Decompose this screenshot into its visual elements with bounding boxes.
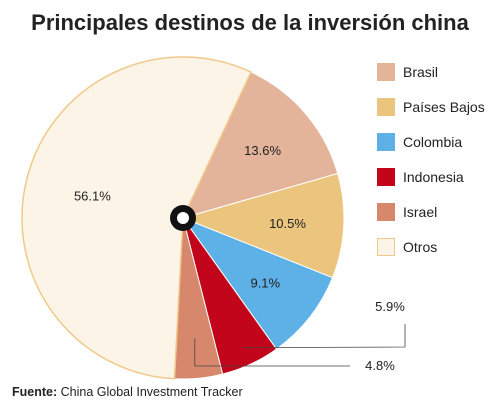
legend-item-israel: Israel [377, 203, 500, 225]
center-ring-hole [177, 212, 189, 224]
legend-swatch-colombia [377, 133, 395, 151]
legend-label-colombia: Colombia [403, 134, 463, 150]
legend-swatch-otros [377, 238, 395, 256]
slice-label-israel: 4.8% [365, 358, 395, 373]
slice-label-paises-bajos: 10.5% [269, 216, 306, 231]
slice-label-indonesia: 5.9% [375, 299, 405, 314]
pie-slice-otros [21, 56, 253, 380]
source-label: Fuente: [12, 385, 58, 399]
slice-label-colombia: 9.1% [250, 276, 280, 291]
pie-slice-brasil [182, 71, 339, 219]
legend-item-indonesia: Indonesia [377, 168, 500, 190]
legend-label-otros: Otros [403, 239, 438, 255]
leader-line-indonesia [243, 324, 406, 349]
legend-item-brasil: Brasil [377, 63, 500, 85]
slice-labels: 13.6% 10.5% 9.1% 5.9% 4.8% 56.1% [74, 143, 405, 373]
legend-label-paises-bajos: Países Bajos [403, 99, 485, 115]
legend-swatch-israel [377, 203, 395, 221]
legend-swatch-paises-bajos [377, 98, 395, 116]
legend-label-israel: Israel [403, 204, 438, 220]
chart-title: Principales destinos de la inversión chi… [31, 10, 469, 35]
legend: Brasil Países Bajos Colombia Indonesia Israe… [377, 63, 500, 273]
center-marker [170, 205, 196, 231]
source-text: China Global Investment Tracker [57, 385, 243, 399]
slice-label-otros: 56.1% [74, 188, 111, 203]
legend-swatch-brasil [377, 63, 395, 81]
pie-slices [21, 56, 345, 380]
leader-line-israel [194, 338, 350, 367]
legend-item-otros: Otros [377, 238, 500, 260]
pie-slice-colombia [181, 216, 334, 350]
pie-slice-paises-bajos [181, 172, 345, 279]
legend-item-paises-bajos: Países Bajos [377, 98, 500, 120]
source-note: Fuente: China Global Investment Tracker [12, 385, 243, 399]
legend-label-indonesia: Indonesia [403, 169, 464, 185]
legend-label-brasil: Brasil [403, 64, 439, 80]
legend-swatch-indonesia [377, 168, 395, 186]
slice-label-brasil: 13.6% [244, 143, 281, 158]
legend-item-colombia: Colombia [377, 133, 500, 155]
leader-lines [194, 324, 406, 367]
